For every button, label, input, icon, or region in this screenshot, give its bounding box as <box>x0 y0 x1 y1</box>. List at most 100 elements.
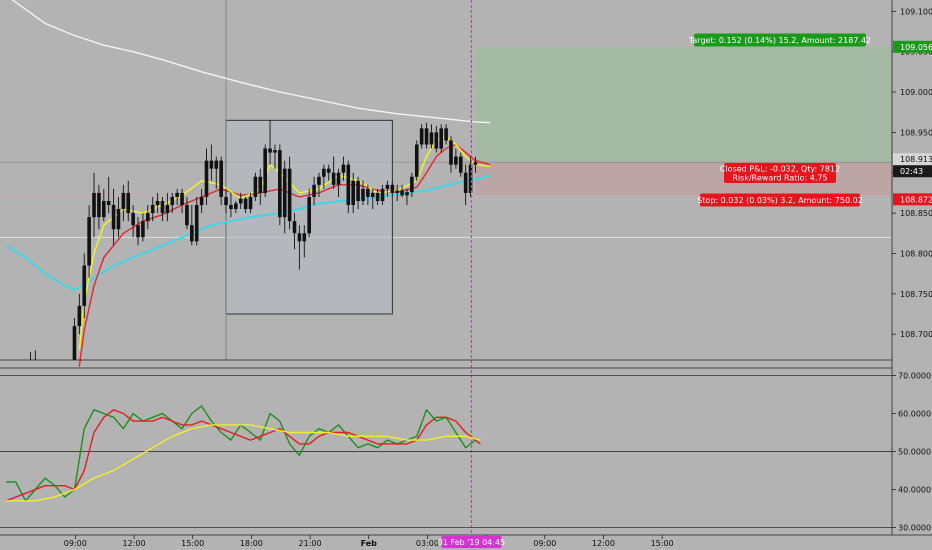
candle-body <box>106 200 111 206</box>
candle-body <box>116 209 121 230</box>
stochastic-pane[interactable] <box>0 375 892 528</box>
time-tick-label: 12:00 <box>592 539 615 548</box>
time-tick-label: 15:00 <box>181 539 204 548</box>
candle-body <box>229 205 233 210</box>
stoch-tick-label: 40.0000 <box>898 485 931 494</box>
candle-body <box>111 205 116 230</box>
candle-body <box>224 196 228 206</box>
stoch-tick-label: 30.0000 <box>898 523 931 532</box>
candle-body <box>253 176 258 197</box>
candle-body <box>204 160 209 197</box>
stoch-tick-label: 70.0000 <box>898 372 931 381</box>
stochastic-line-stoch_red <box>5 409 481 502</box>
candle-body <box>400 190 404 196</box>
candle-body <box>361 188 365 201</box>
moving-average-ma_white <box>11 0 491 124</box>
candle-body <box>429 132 434 145</box>
candle-body <box>72 326 77 360</box>
candle-body <box>370 192 375 197</box>
candle-body <box>131 213 135 226</box>
price-tick-label: 109.000 <box>900 88 932 97</box>
candle-body <box>297 233 302 242</box>
price-tick-label: 108.850 <box>900 209 932 218</box>
candle-body <box>317 176 321 185</box>
candle-body <box>287 168 292 222</box>
candle-body <box>194 205 199 242</box>
candle-body <box>424 128 429 145</box>
pnl-label-text: Closed P&L: -0.032, Qty: 7812 <box>720 165 840 174</box>
candle-body <box>238 198 243 204</box>
time-tick-label: Feb <box>361 539 378 548</box>
target-price-tag: 109.056 <box>900 43 932 52</box>
candle-body <box>463 172 468 193</box>
price-tick-label: 109.100 <box>900 7 932 16</box>
candle-body <box>180 192 184 206</box>
candle-body <box>243 198 248 210</box>
countdown-tag-bg <box>893 165 932 178</box>
stop-label: Stop: 0.032 (0.03%) 3.2, Amount: 750.02 <box>697 193 863 207</box>
time-tick-label: 09:00 <box>533 539 556 548</box>
target-price-tag-bg <box>893 40 932 53</box>
price-tick-label: 108.750 <box>900 290 932 299</box>
target-label-text: Target: 0.152 (0.14%) 15.2, Amount: 2187… <box>688 36 871 45</box>
candle-body <box>234 203 238 210</box>
candle-body <box>199 196 204 206</box>
candle-body <box>273 150 277 153</box>
candle-body <box>282 168 287 218</box>
candle-body <box>439 128 444 149</box>
candle-body <box>97 192 101 218</box>
candle-body <box>473 162 478 165</box>
time-tick-label: 09:00 <box>64 539 87 548</box>
candle-body <box>366 188 370 197</box>
risk-reward-text: Risk/Reward Ratio: 4.75 <box>732 174 827 183</box>
candle-body <box>375 192 380 201</box>
candle-body <box>434 132 439 149</box>
candle-body <box>419 128 424 145</box>
main-pane[interactable]: Target: 0.152 (0.14%) 15.2, Amount: 2187… <box>0 0 892 535</box>
candle-body <box>155 200 160 206</box>
moving-average-ma_cyan <box>5 174 491 291</box>
candle-body <box>102 200 106 218</box>
candle-body <box>141 221 145 238</box>
stop-label-text: Stop: 0.032 (0.03%) 3.2, Amount: 750.02 <box>697 196 863 205</box>
stoch-tick-label: 60.0000 <box>898 410 931 419</box>
target-label: Target: 0.152 (0.14%) 15.2, Amount: 2187… <box>688 33 871 47</box>
candle-body <box>307 196 311 234</box>
price-tick-label: 108.700 <box>900 330 932 339</box>
stop-label-box <box>700 193 860 207</box>
candle-body <box>414 144 419 177</box>
candle-body <box>77 305 82 327</box>
candle-body <box>146 213 150 222</box>
candle-body <box>449 140 453 165</box>
candle-body <box>410 176 414 193</box>
entry-price-tag-bg <box>893 153 932 166</box>
pnl-label: Closed P&L: -0.032, Qty: 7812 Risk/Rewar… <box>720 163 840 183</box>
price-axis[interactable]: 108.700108.750108.800108.850108.900108.9… <box>891 0 932 535</box>
candle-body <box>165 205 170 214</box>
candle-body <box>190 225 194 242</box>
pnl-label-box <box>724 163 836 183</box>
candle-body <box>458 156 463 173</box>
target-label-box <box>694 33 866 47</box>
candle-body <box>87 217 91 266</box>
candle-body <box>302 233 307 242</box>
candle-body <box>312 184 316 197</box>
candle-body <box>170 196 175 206</box>
candle-body <box>444 128 448 141</box>
candle-body <box>219 160 223 197</box>
candle-body <box>214 160 219 169</box>
time-axis[interactable]: 09:0012:0015:0018:0021:00Feb03:0006:0009… <box>0 534 932 548</box>
cursor-time-badge <box>441 536 502 548</box>
pane-separator <box>0 359 892 369</box>
time-tick-label: 12:00 <box>122 539 145 548</box>
price-tick-label: 108.950 <box>900 128 932 137</box>
time-tick-label: 21:00 <box>299 539 322 548</box>
candle-body <box>395 190 399 193</box>
candle-body <box>336 172 341 185</box>
candle-body <box>326 168 331 173</box>
price-tick-label: 108.800 <box>900 249 932 258</box>
candle-body <box>356 180 360 201</box>
candle-body <box>292 221 297 234</box>
stop-price-tag: 108.872 <box>900 195 932 204</box>
